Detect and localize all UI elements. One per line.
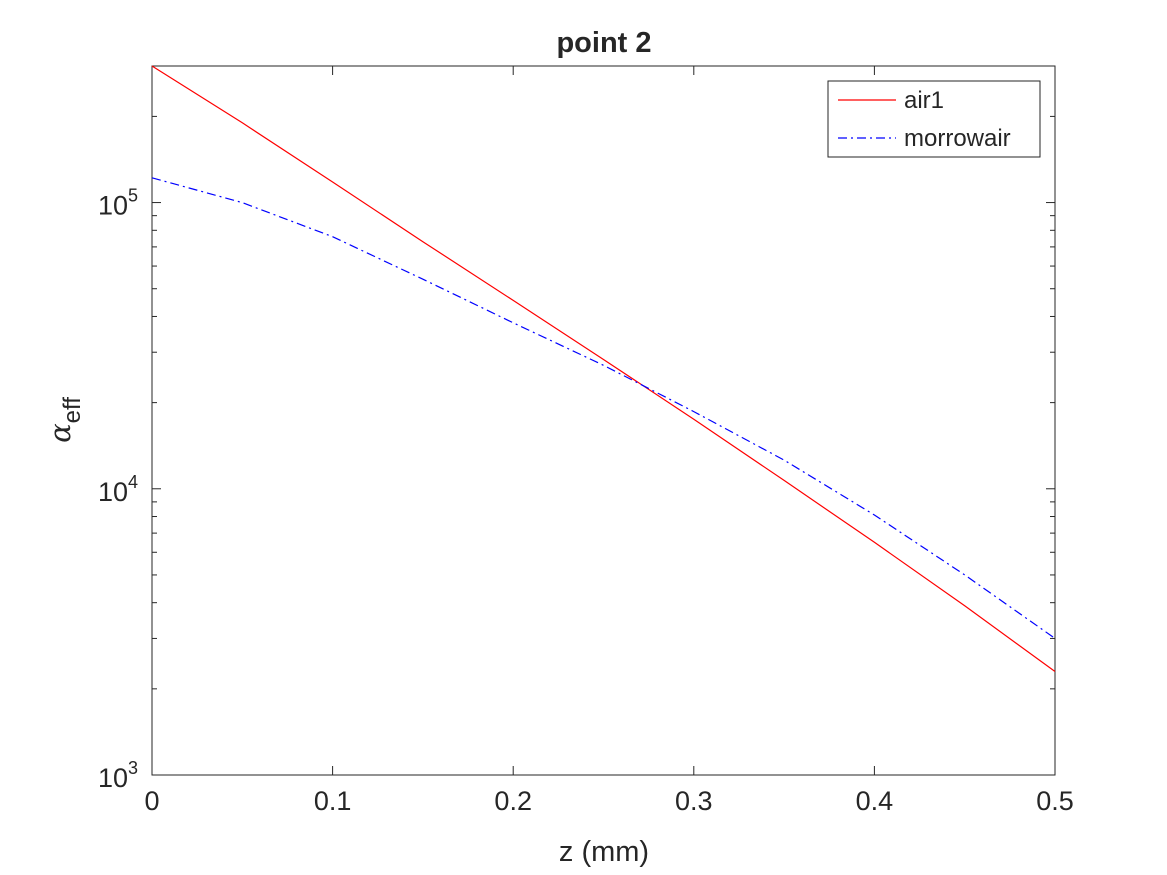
y-axis-symbol: α bbox=[43, 423, 77, 443]
x-tick-labels: 0 0.1 0.2 0.3 0.4 0.5 bbox=[144, 786, 1073, 816]
y-tick-label: 103 bbox=[98, 758, 138, 793]
x-tick-label: 0.1 bbox=[314, 786, 352, 816]
x-tick-label: 0.4 bbox=[856, 786, 894, 816]
x-tick-label: 0.5 bbox=[1036, 786, 1074, 816]
legend-box bbox=[827, 80, 1041, 158]
legend: air1 morrowair bbox=[827, 80, 1041, 158]
y-tick-labels: 103 104 105 bbox=[98, 186, 138, 793]
x-tick-label: 0.2 bbox=[494, 786, 532, 816]
x-tick-label: 0 bbox=[144, 786, 159, 816]
series-line-air1 bbox=[151, 65, 1056, 672]
y-axis-subscript: eff bbox=[59, 397, 86, 424]
y-tick-label: 104 bbox=[98, 472, 138, 507]
x-tick-label: 0.3 bbox=[675, 786, 713, 816]
major-ticks bbox=[151, 66, 1056, 776]
legend-label-air1: air1 bbox=[904, 87, 944, 114]
chart-title: point 2 bbox=[556, 27, 651, 59]
plot-area bbox=[151, 65, 1056, 776]
axes-box bbox=[151, 65, 1056, 776]
series-layer bbox=[151, 65, 1056, 672]
minor-ticks bbox=[152, 115, 1055, 690]
y-axis-label: αeff bbox=[43, 397, 86, 443]
svg-text:αeff: αeff bbox=[43, 397, 86, 443]
x-axis-label: z (mm) bbox=[559, 836, 649, 868]
series-line-morrowair bbox=[151, 177, 1056, 639]
y-tick-label: 105 bbox=[98, 186, 138, 221]
legend-label-morrowair: morrowair bbox=[904, 125, 1011, 152]
